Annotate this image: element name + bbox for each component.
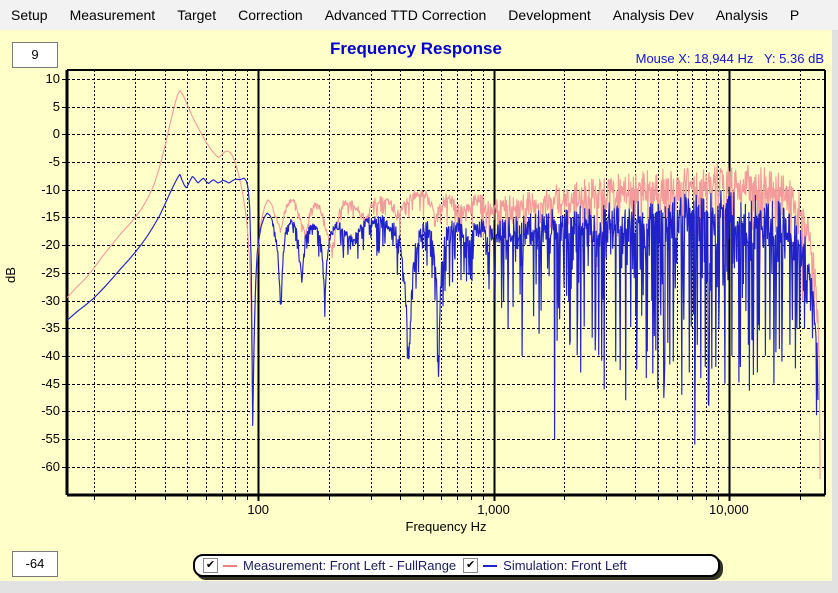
menu-item-advanced-ttd-correction[interactable]: Advanced TTD Correction [324,7,487,23]
y-tick-label: 5 [52,98,60,114]
y-tick-label: -40 [41,347,60,363]
menu-item-analysis[interactable]: Analysis [715,7,768,23]
legend-checkbox[interactable]: ✔ [203,558,218,573]
legend: ✔ Measurement: Front Left - FullRange ✔ Sim… [193,554,720,577]
menu-item-development[interactable]: Development [508,7,591,23]
mouse-coordinates-readout: Mouse X: 18,944 Hz Y: 5.36 dB [635,51,824,66]
y-tick-label: -45 [41,375,60,391]
legend-item: ✔ Simulation: Front Left [463,558,627,573]
frequency-response-panel: Frequency Response Mouse X: 18,944 Hz Y:… [0,30,832,581]
legend-label: Measurement: Front Left - FullRange [243,558,457,573]
y-tick-label: -10 [41,181,60,197]
y-axis-max-input[interactable]: 9 [12,42,58,68]
series-measurement-curve [67,90,821,480]
y-tick-label: -15 [41,209,60,225]
page-title: Frequency Response [330,39,502,58]
menu-item-analysis-dev[interactable]: Analysis Dev [612,7,694,23]
menu-item-measurement[interactable]: Measurement [69,7,156,23]
menu-bar: Setup Measurement Target Correction Advanced… [0,0,838,31]
legend-label: Simulation: Front Left [503,558,627,573]
legend-item: ✔ Measurement: Front Left - FullRange [203,558,456,573]
legend-series-dash [483,564,498,567]
legend-checkbox[interactable]: ✔ [463,558,479,573]
y-tick-label: -55 [41,431,60,447]
y-tick-label: -60 [41,458,60,474]
x-tick-label: 1,000 [477,502,510,517]
y-tick-label: -20 [41,237,60,253]
y-tick-label: -50 [41,403,60,419]
series-simulation-curve [67,174,819,445]
y-tick-label: 10 [45,70,60,86]
frequency-response-plot[interactable] [0,30,832,581]
y-tick-label: 0 [52,126,60,142]
y-tick-label: -35 [41,320,60,336]
x-tick-label: 10,000 [709,502,749,517]
menu-item-correction[interactable]: Correction [238,7,303,23]
menu-item-setup[interactable]: Setup [11,7,48,23]
y-tick-label: -5 [48,153,60,169]
menu-item-target[interactable]: Target [177,7,217,23]
y-tick-label: -25 [41,264,60,280]
legend-series-dash [223,564,237,567]
y-tick-label: -30 [41,292,60,308]
x-axis-title: Frequency Hz [405,519,487,534]
menu-item-p[interactable]: P [789,7,800,23]
x-tick-label: 100 [247,502,270,517]
y-axis-min-input[interactable]: -64 [12,551,58,577]
